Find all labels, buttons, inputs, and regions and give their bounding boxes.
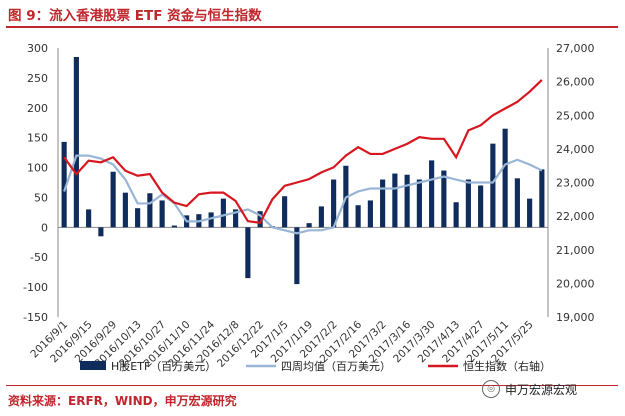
chart-title: 图 9：流入香港股票 ETF 资金与恒生指数 (8, 8, 262, 24)
line-hang-seng-index (63, 79, 543, 225)
bar-h-etf (380, 179, 386, 228)
legend-label-hsi: 恒生指数（右轴） (463, 359, 551, 373)
line-four-week-avg (63, 154, 543, 235)
bar-h-etf (527, 198, 533, 228)
right-tick-label: 22,000 (556, 210, 595, 223)
bar-h-etf (135, 208, 141, 228)
bar-h-etf (478, 185, 484, 228)
legend-swatch-h-etf (80, 361, 106, 370)
bar-h-etf (122, 192, 128, 228)
bar-h-etf (416, 179, 422, 228)
right-tick-label: 19,000 (556, 311, 595, 324)
legend-label-h-etf: H股ETF（百万美元） (111, 360, 216, 373)
bar-h-etf (171, 225, 177, 228)
bar-h-etf (98, 227, 104, 237)
bar-h-etf (331, 179, 337, 228)
footer-divider (6, 385, 618, 386)
bar-h-etf (392, 173, 398, 228)
bar-h-etf (73, 56, 79, 228)
watermark-text: 申万宏源宏观 (505, 382, 578, 397)
source-note: 资料来源：ERFR，WIND，申万宏源研究 (8, 394, 237, 408)
left-tick-label: 250 (27, 72, 48, 85)
bar-h-etf (257, 211, 263, 228)
right-tick-label: 24,000 (556, 143, 595, 156)
left-tick-label: 150 (27, 132, 48, 145)
left-tick-label: 0 (41, 221, 48, 234)
bar-h-etf (318, 206, 324, 228)
bar-h-etf (294, 227, 300, 285)
bar-h-etf (245, 227, 251, 279)
right-tick-label: 27,000 (556, 42, 595, 55)
bar-h-etf (453, 202, 459, 228)
bar-h-etf (233, 209, 239, 228)
right-tick-label: 21,000 (556, 244, 595, 257)
bar-h-etf (110, 171, 116, 228)
left-tick-label: 200 (27, 102, 48, 115)
bar-h-etf (86, 209, 92, 228)
watermark: ◎ 申万宏源宏观 (482, 380, 577, 398)
bar-h-etf (208, 212, 214, 228)
bar-h-etf (441, 170, 447, 228)
left-tick-label: -150 (23, 311, 48, 324)
title-divider (6, 26, 618, 28)
bar-h-etf (429, 160, 435, 228)
bar-h-etf (159, 200, 165, 228)
bar-h-etf (147, 193, 153, 228)
wechat-logo-icon: ◎ (482, 380, 500, 398)
left-tick-label: 300 (27, 42, 48, 55)
legend-label-avg: 四周均值（百万美元） (281, 360, 391, 373)
bar-h-etf (490, 143, 496, 228)
right-tick-label: 26,000 (556, 76, 595, 89)
right-tick-label: 25,000 (556, 109, 595, 122)
right-tick-label: 23,000 (556, 177, 595, 190)
bar-h-etf (61, 141, 67, 228)
bar-h-etf (404, 174, 410, 228)
bar-h-etf (514, 178, 520, 228)
left-tick-label: -50 (30, 251, 48, 264)
bar-h-etf (367, 200, 373, 228)
left-tick-label: -100 (23, 281, 48, 294)
right-tick-label: 20,000 (556, 277, 595, 290)
bar-h-etf (355, 205, 361, 228)
chart-canvas: 300 250 200 150 100 50 0 -50 -100 -150 27,000 26,00… (23, 42, 595, 373)
bar-h-etf (282, 196, 288, 228)
bar-h-etf (502, 128, 508, 228)
bar-h-etf (220, 198, 226, 228)
left-tick-label: 100 (27, 162, 48, 175)
bar-h-etf (306, 223, 312, 228)
bar-h-etf (539, 169, 545, 228)
bar-h-etf (465, 179, 471, 228)
left-tick-label: 50 (34, 191, 48, 204)
